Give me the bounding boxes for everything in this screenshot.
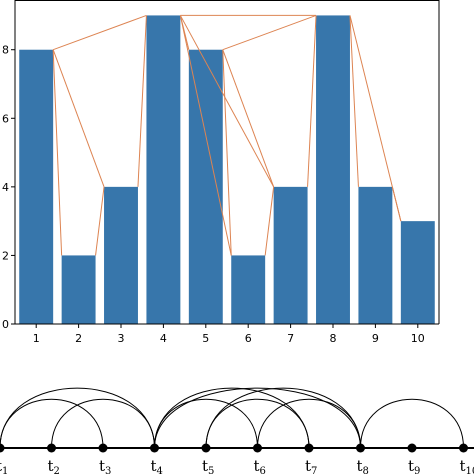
x-tick-label: 3: [118, 332, 125, 345]
y-tick-label: 4: [2, 181, 9, 194]
visibility-edge-7-8: [307, 15, 317, 187]
node-t9: [407, 443, 417, 453]
node-label-t6: t6: [254, 457, 266, 474]
node-t1: [0, 443, 5, 453]
arc-diagram-panel: [0, 387, 474, 449]
bar-4: [146, 15, 181, 325]
bar-7: [273, 186, 308, 324]
visibility-edge-4-7: [179, 15, 275, 188]
visibility-edge-5-8: [222, 14, 317, 51]
visibility-edge-5-7: [222, 49, 275, 188]
bar-9: [358, 186, 393, 324]
visibility-edge-2-3: [95, 186, 105, 256]
x-tick-label: 1: [33, 332, 40, 345]
y-tick-label: 2: [2, 249, 9, 262]
x-tick-label: 10: [411, 332, 425, 345]
bar-8: [316, 15, 350, 325]
y-tick-label: 6: [2, 112, 9, 125]
node-label-t4: t4: [151, 457, 163, 474]
arc-4-7: [154, 387, 310, 449]
x-tick-label: 8: [330, 332, 337, 345]
bar-3: [104, 186, 138, 324]
x-tick-label: 6: [245, 332, 252, 345]
bar-2: [61, 255, 96, 324]
node-t10: [459, 443, 468, 453]
visibility-edge-1-2: [52, 49, 63, 256]
visibility-edge-1-3: [52, 49, 105, 188]
node-label-t1: t1: [0, 457, 8, 474]
node-label-t8: t8: [357, 457, 369, 474]
arc-4-8: [154, 387, 361, 449]
node-label-t10: t10: [460, 457, 474, 474]
visibility-edge-6-7: [264, 186, 275, 256]
node-label-t5: t5: [202, 457, 214, 474]
node-t8: [356, 443, 365, 453]
x-tick-label: 7: [287, 332, 294, 345]
node-t7: [304, 443, 314, 453]
x-tick-label: 5: [202, 332, 209, 345]
visibility-edge-8-9: [349, 15, 359, 187]
bar-chart-panel: [19, 15, 435, 325]
node-label-t9: t9: [408, 457, 420, 474]
y-tick-label: 8: [2, 44, 9, 57]
bar-1: [19, 49, 54, 324]
arc-diagram-nodes: t1 t2 t3 t4 t5 t6 t7 t8 t9 t10: [0, 443, 474, 474]
visibility-edge-4-6: [179, 15, 232, 256]
node-t6: [253, 443, 262, 453]
node-t5: [201, 443, 211, 453]
node-t3: [98, 443, 108, 453]
arc-5-8: [205, 387, 361, 449]
bar-6: [231, 255, 266, 324]
visibility-edge-9-10: [391, 186, 402, 222]
x-tick-label: 4: [160, 332, 167, 345]
arc-8-10: [360, 398, 464, 449]
chart-axes: 0 2 4 6 8 1 2 3 4 5 6 7 8 9 10: [2, 0, 440, 345]
arc-6-8: [257, 398, 361, 449]
y-tick-label: 0: [2, 318, 9, 331]
arc-1-4: [0, 387, 155, 449]
bar-5: [188, 49, 223, 324]
visibility-edges: [52, 14, 402, 256]
node-label-t7: t7: [305, 457, 317, 474]
node-label-t3: t3: [99, 457, 111, 474]
visibility-edge-3-4: [137, 15, 147, 187]
visibility-edge-5-6: [222, 49, 232, 256]
node-t4: [150, 443, 159, 453]
x-tick-label: 2: [75, 332, 82, 345]
visibility-edge-1-4: [52, 14, 147, 51]
node-t2: [47, 443, 56, 453]
bar-10: [400, 221, 435, 324]
arc-2-4: [51, 398, 155, 449]
x-tick-label: 9: [372, 332, 379, 345]
node-label-t2: t2: [48, 457, 60, 474]
visibility-edge-8-10: [349, 15, 402, 222]
